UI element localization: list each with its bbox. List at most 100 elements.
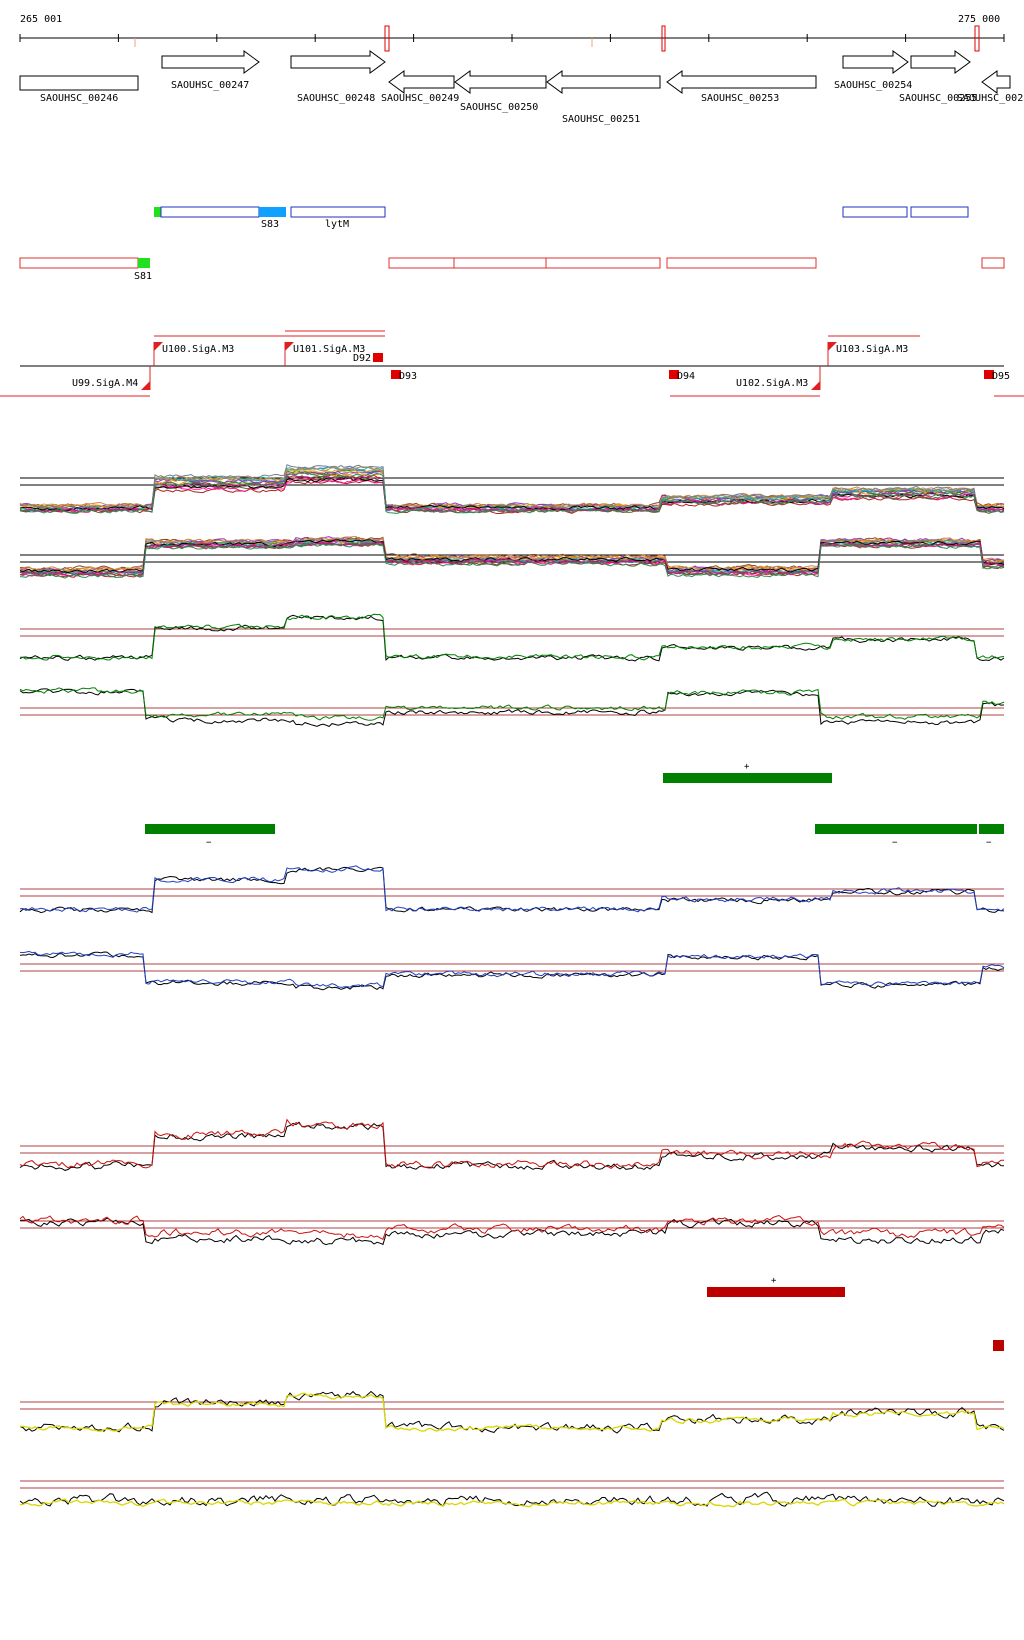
gene-SAOUHSC_00250[interactable] [454, 70, 547, 94]
gene-SAOUHSC_00248[interactable] [290, 50, 386, 74]
expression-trace [19, 1498, 1005, 1508]
segment-sign: − [892, 838, 898, 848]
feature-box[interactable] [842, 206, 908, 218]
feature-S81[interactable] [138, 258, 150, 268]
feature-box[interactable] [666, 257, 817, 269]
coordinate-ruler: 265 001 275 000 [19, 14, 1005, 52]
gene-SAOUHSC_00253[interactable] [666, 70, 817, 94]
expression-trace [19, 1121, 1005, 1171]
expression-trace [20, 613, 1005, 661]
expression-trace [19, 470, 1005, 508]
feature-start-marker [154, 207, 161, 217]
expression-track-multicondition-minus [19, 535, 1005, 579]
expression-track-green-plus [19, 613, 1005, 662]
gene-label: SAOUHSC_00247 [171, 80, 249, 91]
gene-SAOUHSC_00255[interactable] [910, 50, 971, 74]
gene-label: SAOUHSC_00253 [701, 93, 779, 104]
expression-track-yellow-plus [19, 1390, 1005, 1434]
expression-track-green-minus [19, 687, 1005, 728]
expression-trace [19, 687, 1005, 721]
expression-track-red-plus [19, 1118, 1005, 1171]
gene-SAOUHSC_00254[interactable] [842, 50, 909, 74]
feature-box[interactable] [981, 257, 1005, 269]
feature-box[interactable] [910, 206, 969, 218]
terminator-label: D92 [353, 353, 371, 364]
expression-trace [19, 475, 1004, 513]
expression-trace [20, 1392, 1005, 1432]
promoter-terminator-track: U100.SigA.M3 U101.SigA.M3 U103.SigA.M3 U… [0, 330, 1024, 397]
gene-SAOUHSC_00247[interactable] [161, 50, 260, 74]
gene-label: SAOUHSC_00248 [297, 93, 375, 104]
gene-SAOUHSC_0025[interactable] [981, 70, 1011, 94]
green-segment-plus[interactable] [663, 773, 832, 783]
green-segment-minus[interactable] [979, 824, 1004, 834]
promoter-U102[interactable]: U102.SigA.M3 [736, 366, 821, 390]
promoter-U103[interactable]: U103.SigA.M3 [827, 342, 908, 366]
gene-SAOUHSC_00249[interactable] [388, 70, 455, 94]
green-segment-minus[interactable] [815, 824, 977, 834]
feature-box[interactable] [388, 257, 455, 269]
expression-trace [19, 478, 1005, 513]
promoter-U99[interactable]: U99.SigA.M4 [72, 366, 151, 390]
red-segment-plus[interactable] [707, 1287, 845, 1297]
terminator-D93[interactable]: D93 [391, 370, 417, 382]
gene-SAOUHSC_00246[interactable] [19, 75, 139, 91]
terminator-D95[interactable]: D95 [984, 370, 1010, 382]
terminator-label: D94 [677, 371, 695, 382]
terminator-D92[interactable]: D92 [353, 353, 383, 364]
expression-trace [19, 1214, 1005, 1241]
green-differential-segments: + − − − [145, 762, 1004, 848]
expression-trace [19, 1118, 1004, 1169]
feature-label: S83 [261, 219, 279, 230]
expression-trace [19, 688, 1005, 728]
promoter-U101[interactable]: U101.SigA.M3 [284, 342, 365, 366]
expression-track-red-minus [19, 1214, 1005, 1246]
feature-label: lytM [325, 219, 349, 230]
expression-trace [19, 472, 1005, 514]
promoter-label: U102.SigA.M3 [736, 378, 808, 389]
promoter-label: U101.SigA.M3 [293, 344, 365, 355]
promoter-label: U99.SigA.M4 [72, 378, 138, 389]
ruler-marker [974, 25, 980, 52]
ruler-end-label: 275 000 [958, 14, 1000, 25]
terminator-label: D93 [399, 371, 417, 382]
gene-label: SAOUHSC_00250 [460, 102, 538, 113]
red-segment-minus[interactable] [993, 1340, 1004, 1351]
ruler-marker [384, 25, 390, 52]
gene-label: SAOUHSC_00254 [834, 80, 912, 91]
promoter-label: U103.SigA.M3 [836, 344, 908, 355]
terminator-D94[interactable]: D94 [669, 370, 695, 382]
expression-trace [19, 1390, 1005, 1434]
feature-box[interactable] [545, 257, 661, 269]
minus-strand-features: S81 [19, 257, 1005, 282]
feature-box[interactable] [453, 257, 547, 269]
expression-track-yellow-minus [19, 1480, 1005, 1508]
expression-trace [19, 464, 1004, 510]
expression-trace [19, 866, 1005, 914]
expression-trace [19, 466, 1005, 509]
expression-trace [19, 542, 1005, 579]
feature-lytM[interactable] [290, 206, 386, 218]
expression-track-blue-plus [19, 865, 1005, 914]
feature-S83[interactable] [259, 207, 286, 217]
green-segment-minus[interactable] [145, 824, 275, 834]
feature-label: S81 [134, 271, 152, 282]
expression-trace [19, 614, 1005, 662]
gene-SAOUHSC_00251[interactable] [546, 70, 661, 94]
feature-box[interactable] [160, 206, 260, 218]
gene-track: SAOUHSC_00246 SAOUHSC_00247 SAOUHSC_0024… [19, 50, 1024, 125]
expression-track-blue-minus [19, 950, 1005, 991]
ruler-marker [661, 25, 666, 52]
feature-box[interactable] [19, 257, 139, 269]
ruler-start-label: 265 001 [20, 14, 62, 25]
segment-sign: − [206, 838, 212, 848]
expression-trace [19, 950, 1005, 988]
segment-sign: − [986, 838, 992, 848]
terminator-label: D95 [992, 371, 1010, 382]
segment-sign: + [771, 1276, 777, 1286]
gene-label: SAOUHSC_00251 [562, 114, 640, 125]
promoter-U100[interactable]: U100.SigA.M3 [153, 342, 234, 366]
promoter-label: U100.SigA.M3 [162, 344, 234, 355]
plus-strand-features: S83 lytM [154, 206, 969, 230]
